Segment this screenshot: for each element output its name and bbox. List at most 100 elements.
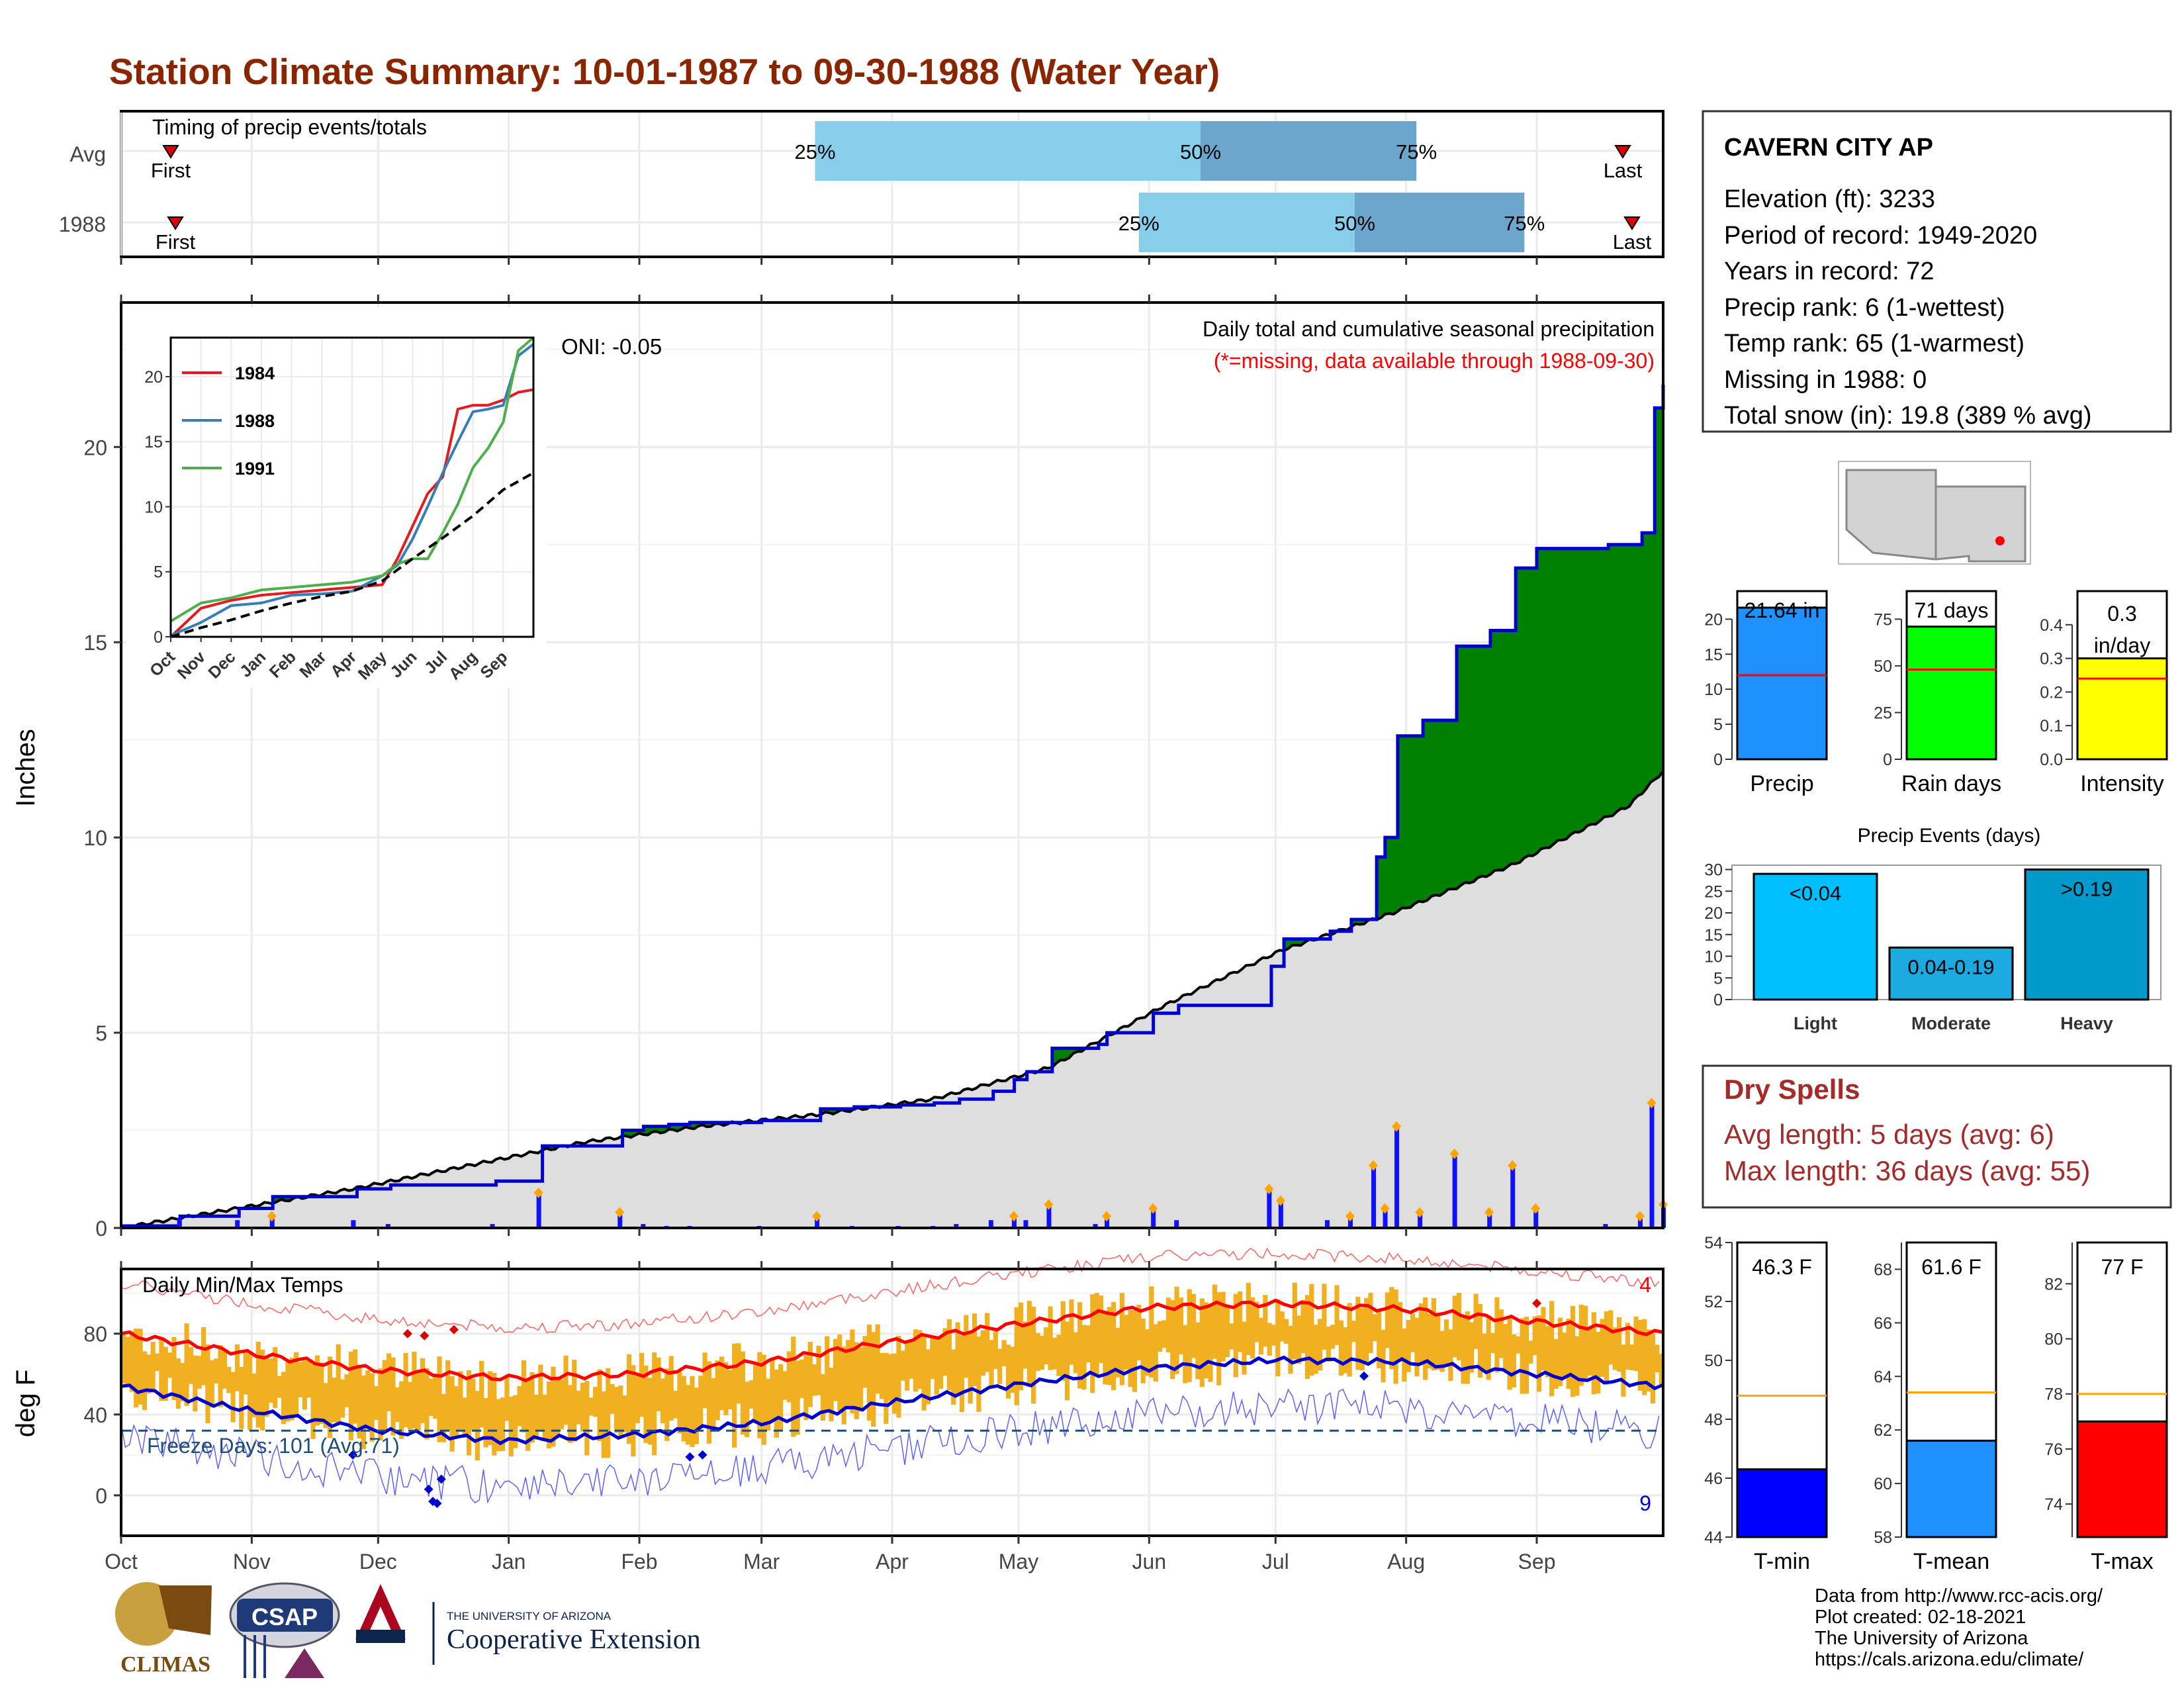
daily-temp-range-bar [1073,1332,1078,1374]
precip-events-bars: 0 5 10 15 20 25 30 <0.04 Light 0.04-0.19 Moderate >… [1704,861,2161,1033]
month-tick-label: Jul [1262,1550,1289,1573]
daily-temp-range-bar [1158,1321,1163,1352]
daily-temp-range-bar [1271,1325,1277,1346]
oni-value: ONI: -0.05 [561,334,662,359]
daily-temp-range-bar [643,1365,649,1443]
daily-temp-range-bar [829,1368,834,1422]
daily-temp-range-bar [1010,1346,1015,1393]
daily-temp-range-bar [938,1336,944,1389]
daily-temp-range-bar [985,1313,990,1372]
station-period: Period of record: 1949-2020 [1724,222,2037,250]
record-high-marker [420,1331,430,1340]
inset-legend-label-1991: 1991 [235,459,275,479]
timing-last-marker [1614,145,1631,159]
daily-temp-range-bar [365,1370,371,1427]
daily-temp-range-bar [180,1363,185,1401]
daily-temp-range-bar [610,1383,615,1414]
daily-temp-range-bar [791,1336,796,1437]
daily-precip-bar [1383,1208,1388,1228]
daily-temp-range-bar [1300,1299,1306,1354]
daily-temp-range-bar [1267,1323,1272,1356]
daily-temp-range-bar [905,1340,910,1391]
climas-logo: CLIMAS [115,1582,212,1677]
daily-temp-range-bar [1452,1295,1457,1358]
inset-series-line-1988 [170,343,535,637]
daily-temp-range-bar [921,1336,927,1411]
daily-temp-range-bar [1600,1319,1605,1378]
temp-y-tick-label: 0 [95,1484,107,1508]
ua-logo-base [356,1630,405,1643]
daily-temp-range-bar [382,1360,387,1432]
daily-temp-range-bar [508,1396,514,1457]
daily-temp-range-bar [884,1352,889,1424]
temp-summary-bars: 44 46 48 50 52 54 46.3 F T-min 58 60 62 64 66 68 61.6 … [1704,1234,2168,1574]
daily-temp-range-bar [348,1351,353,1440]
daily-temp-range-bar [736,1343,741,1404]
daily-temp-range-bar [1549,1301,1555,1397]
daily-temp-range-bar [1397,1301,1403,1362]
daily-temp-range-bar [660,1378,666,1424]
record-low-marker [698,1450,707,1460]
daily-temp-range-bar [251,1373,257,1417]
daily-temp-range-bar [1065,1321,1070,1401]
daily-temp-range-bar [1238,1291,1243,1352]
temp-summary-tick-label: 82 [2044,1275,2063,1293]
daily-temp-range-bar [1562,1333,1567,1378]
daily-precip-bar [1046,1204,1052,1228]
daily-temp-range-bar [171,1336,177,1401]
daily-temp-range-bar [1035,1333,1040,1372]
daily-temp-range-bar [1279,1311,1285,1342]
daily-temp-range-bar [631,1365,636,1457]
daily-temp-range-bar [1246,1282,1251,1356]
daily-temp-range-bar [1250,1297,1255,1359]
daily-temp-range-bar [306,1359,312,1398]
daily-temp-range-bar [184,1323,189,1406]
daily-temp-range-bar [803,1355,809,1421]
daily-temp-range-bar [1174,1286,1179,1374]
csap-logo-rain [244,1635,266,1678]
daily-temp-range-bar [1233,1293,1238,1378]
daily-temp-range-bar [1103,1312,1108,1385]
daily-temp-range-bar [260,1349,265,1430]
csap-logo-mountain [285,1648,324,1678]
daily-temp-range-bar [1204,1302,1209,1379]
daily-temp-range-bar [1372,1314,1377,1341]
daily-temp-range-bar [820,1374,825,1421]
temp-summary-tick-label: 60 [1874,1475,1892,1493]
precip-y-axis: 0 5 10 15 20 [83,295,1538,1241]
record-high-count: 4 [1639,1273,1651,1297]
daily-temp-range-bar [1212,1284,1217,1359]
daily-temp-range-bar [1313,1325,1318,1374]
daily-temp-range-bar [752,1364,758,1423]
daily-temp-range-bar [572,1360,577,1442]
daily-temp-range-bar [167,1352,173,1378]
timing-last-marker [1623,216,1641,230]
temp-panel: 0 40 80 deg F Daily Min/Max Temps Freeze D… [11,1247,1664,1573]
daily-temp-range-bar [934,1339,939,1395]
daily-temp-range-bar [677,1371,682,1434]
daily-temp-range-bar [1149,1286,1154,1378]
daily-temp-range-bar [1608,1310,1614,1365]
temp-summary-tick-label: 68 [1874,1260,1892,1279]
daily-temp-range-bar [314,1355,320,1426]
record-low-marker [685,1452,695,1462]
daily-temp-range-bar [1461,1318,1466,1384]
month-tick-label: May [999,1550,1038,1573]
daily-temp-range-bar [445,1360,451,1431]
record-low-marker [348,1450,358,1460]
daily-temp-range-bar [959,1335,965,1413]
ua-logo-small-text: THE UNIVERSITY OF ARIZONA [447,1610,612,1622]
daily-temp-range-bar [1048,1306,1053,1370]
temp-summary-tick-label: 52 [1704,1293,1723,1311]
daily-precip-bar [641,1224,646,1228]
daily-temp-range-bar [226,1366,232,1393]
daily-temp-range-bar [866,1325,872,1421]
dry-spells-box: Dry Spells Avg length: 5 days (avg: 6) M… [1702,1064,2172,1209]
temp-summary-tick-label: 48 [1704,1411,1723,1429]
daily-temp-range-bar [1439,1331,1445,1372]
daily-temp-range-bar [525,1379,531,1451]
daily-temp-range-bar [453,1386,459,1436]
summary-bar-tick-label: 0.4 [2040,616,2063,635]
daily-temp-range-bar [555,1379,560,1436]
